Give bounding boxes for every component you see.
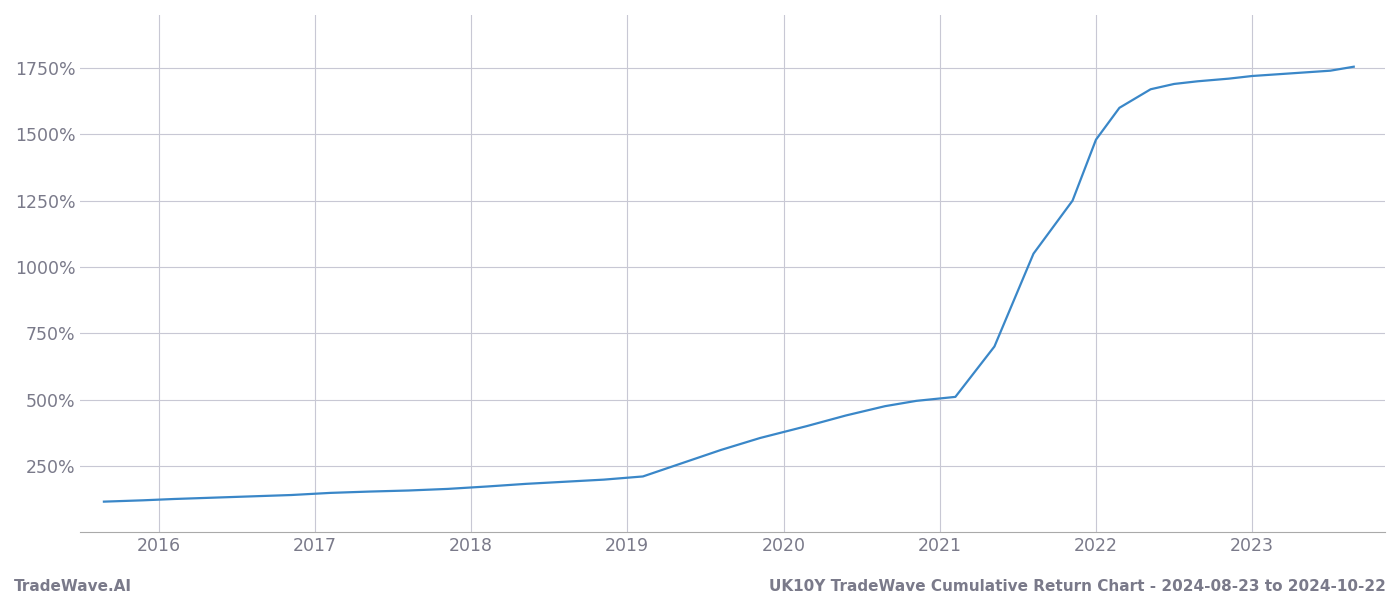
Text: TradeWave.AI: TradeWave.AI: [14, 579, 132, 594]
Text: UK10Y TradeWave Cumulative Return Chart - 2024-08-23 to 2024-10-22: UK10Y TradeWave Cumulative Return Chart …: [769, 579, 1386, 594]
